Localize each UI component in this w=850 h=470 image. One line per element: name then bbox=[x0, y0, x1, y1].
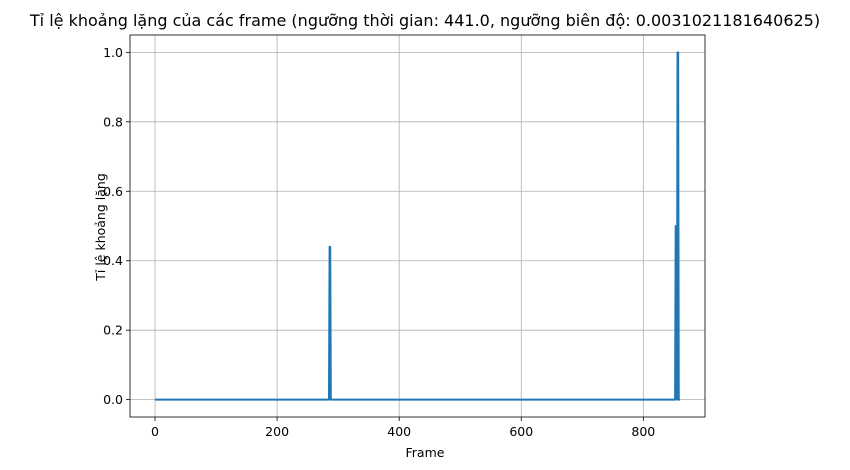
x-axis-label: Frame bbox=[406, 445, 445, 460]
y-tick-label: 0.8 bbox=[103, 114, 123, 129]
y-tick-label: 1.0 bbox=[103, 45, 123, 60]
x-tick-label: 400 bbox=[387, 424, 411, 439]
y-tick-label: 0.6 bbox=[103, 184, 123, 199]
series-layer bbox=[155, 51, 681, 401]
y-axis-label: Tỉ lệ khoảng lặng bbox=[93, 173, 108, 282]
x-tick-label: 0 bbox=[151, 424, 159, 439]
plot-frame bbox=[129, 34, 706, 418]
x-tick-label: 800 bbox=[631, 424, 655, 439]
y-tick-label: 0.0 bbox=[103, 392, 123, 407]
grid bbox=[130, 35, 705, 417]
y-tick-label: 0.2 bbox=[103, 323, 123, 338]
x-tick-label: 600 bbox=[509, 424, 533, 439]
axes: 0 200 400 600 800 0.0 0.2 0.4 0.6 0.8 1.0 bbox=[103, 34, 706, 439]
chart-title: Tỉ lệ khoảng lặng của các frame (ngưỡng … bbox=[29, 11, 820, 30]
y-tick-label: 0.4 bbox=[103, 253, 123, 268]
series-line bbox=[155, 51, 681, 401]
x-tick-label: 200 bbox=[265, 424, 289, 439]
